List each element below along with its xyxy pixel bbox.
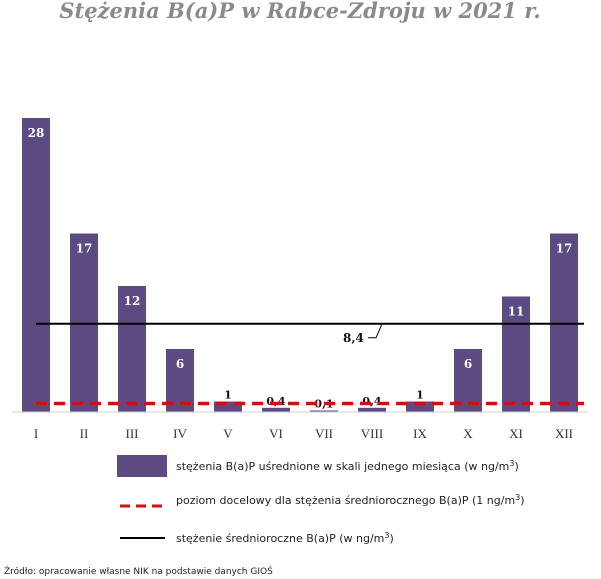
legend-label-line: stężenie średnioroczne B(a)P (w ng/m3) (176, 531, 394, 546)
x-tick-VIII: VIII (361, 426, 383, 441)
x-tick-XII: XII (555, 426, 573, 441)
bar-VI (262, 407, 290, 412)
x-tick-IV: IV (173, 426, 187, 441)
bar-VII (310, 410, 338, 412)
bar-V (214, 401, 242, 412)
legend: stężenia B(a)P uśrednione w skali jedneg… (117, 455, 525, 545)
legend-label-bar: stężenia B(a)P uśrednione w skali jedneg… (176, 459, 519, 474)
x-tick-V: V (223, 426, 233, 441)
x-tick-I: I (34, 426, 38, 441)
data-label-VIII: 0,4 (362, 395, 381, 408)
data-label-XII: 17 (556, 242, 573, 256)
source-note: Źródło: opracowanie własne NIK na podsta… (4, 565, 273, 577)
annual-mean-label: 8,4 (343, 331, 364, 345)
data-label-IV: 6 (176, 357, 184, 371)
reference-lines: 8,4 (36, 322, 584, 406)
bar-X (454, 349, 482, 412)
legend-label-dashed: poziom docelowy dla stężenia średniorocz… (176, 493, 525, 508)
x-tick-IX: IX (413, 426, 427, 441)
annual-mean-leader (368, 323, 383, 339)
data-label-V: 1 (224, 389, 232, 402)
data-label-I: 28 (28, 126, 45, 140)
legend-swatch-bar (117, 455, 167, 477)
bar-XI (502, 296, 530, 412)
bar-I (22, 118, 50, 412)
x-tick-XI: XI (509, 426, 523, 441)
bar-II (70, 233, 98, 412)
bar-IX (406, 401, 434, 412)
x-tick-VI: VI (269, 426, 283, 441)
data-label-VI: 0,4 (266, 395, 285, 408)
bars-group (22, 118, 578, 412)
x-tick-II: II (80, 426, 89, 441)
data-label-II: 17 (76, 242, 93, 256)
x-tick-X: X (463, 426, 473, 441)
x-axis-ticks: I II III IV V VI VII VIII IX X XI XII (34, 426, 573, 441)
bar-IV (166, 349, 194, 412)
bar-XII (550, 233, 578, 412)
x-tick-VII: VII (315, 426, 333, 441)
data-label-XI: 11 (508, 305, 525, 319)
data-label-III: 12 (124, 294, 141, 308)
bar-III (118, 286, 146, 412)
bar-VIII (358, 407, 386, 412)
data-label-X: 6 (464, 357, 472, 371)
x-tick-III: III (126, 426, 139, 441)
data-label-IX: 1 (416, 389, 424, 402)
chart-title: Stężenia B(a)P w Rabce-Zdroju w 2021 r. (59, 0, 540, 23)
